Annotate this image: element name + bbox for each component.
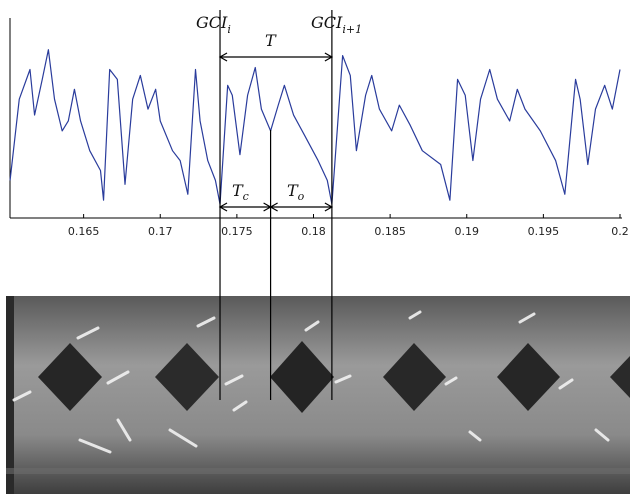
x-ticks: 0.165 0.17 0.175 0.18 0.185 0.19 0.195 0.2 [68,214,629,238]
closed-arrow [218,202,272,212]
period-label: T [265,31,277,50]
arrow-head [324,202,334,212]
x-tick-label: 0.195 [528,225,560,238]
x-tick-label: 0.185 [374,225,406,238]
open-text: T [287,181,299,200]
closed-label: Tc [232,181,249,203]
gci-sub: i+1 [342,23,362,36]
gci-text: GCI [196,13,228,32]
closed-sub: c [243,190,249,203]
gci-label: GCIi+1 [311,13,362,36]
period-arrow [218,52,334,62]
x-tick-label: 0.18 [301,225,326,238]
x-tick-label: 0.2 [611,225,629,238]
arrow-head [324,52,334,62]
open-sub: o [298,190,305,203]
period-text: T [265,31,277,50]
arrow-head [218,52,228,62]
plot [9,49,621,205]
open-arrow [269,202,334,212]
gci-text: GCI [311,13,343,32]
arrow-head [269,202,278,212]
open-label: To [287,181,305,203]
gci-sub: i [227,23,231,36]
closed-text: T [232,181,244,200]
arrow-head [218,202,228,212]
x-tick-label: 0.165 [68,225,100,238]
waveform [9,49,621,205]
annotations: GCIi GCIi+1 T Tc To [196,10,362,400]
gci-label: GCIi [196,13,231,36]
x-tick-label: 0.17 [148,225,173,238]
x-tick-label: 0.19 [455,225,480,238]
x-tick-label: 0.175 [221,225,253,238]
video-frame [6,296,630,494]
